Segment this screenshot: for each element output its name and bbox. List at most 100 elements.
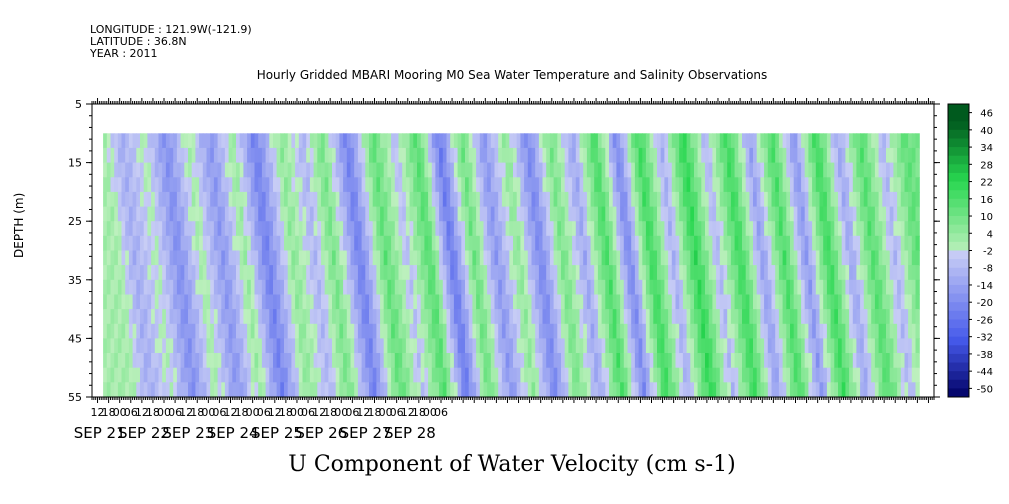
heatmap-cell bbox=[324, 294, 329, 310]
heatmap-cell bbox=[911, 235, 917, 252]
heatmap-cell bbox=[546, 294, 551, 310]
heatmap-cell bbox=[298, 294, 304, 310]
heatmap-cell bbox=[612, 235, 617, 252]
x-tick-label: 18 bbox=[146, 406, 160, 419]
heatmap-cell bbox=[317, 353, 322, 369]
heatmap-cell bbox=[158, 147, 163, 164]
heatmap-cell bbox=[343, 221, 348, 237]
heatmap-cell bbox=[727, 221, 732, 237]
heatmap-cell bbox=[908, 147, 913, 164]
heatmap-cell bbox=[417, 338, 422, 354]
heatmap-cell bbox=[321, 191, 326, 208]
heatmap-cell bbox=[557, 221, 562, 237]
heatmap-cell bbox=[321, 353, 326, 369]
heatmap-cell bbox=[243, 338, 248, 354]
heatmap-cell bbox=[908, 367, 913, 383]
heatmap-cell bbox=[332, 279, 337, 296]
heatmap-cell bbox=[756, 206, 761, 222]
heatmap-cell bbox=[184, 147, 189, 164]
heatmap-cell bbox=[583, 265, 588, 281]
heatmap-cell bbox=[398, 147, 403, 164]
heatmap-cell bbox=[224, 162, 230, 178]
heatmap-cell bbox=[838, 323, 843, 339]
heatmap-cell bbox=[631, 265, 636, 281]
heatmap-cell bbox=[154, 162, 160, 178]
heatmap-cell bbox=[705, 294, 710, 310]
heatmap-cell bbox=[723, 235, 728, 252]
heatmap-cell bbox=[114, 338, 119, 354]
heatmap-cell bbox=[261, 147, 267, 164]
heatmap-cell bbox=[273, 294, 278, 310]
heatmap-cell bbox=[280, 235, 285, 252]
heatmap-cell bbox=[317, 221, 322, 237]
heatmap-cell bbox=[228, 221, 233, 237]
heatmap-cell bbox=[184, 206, 189, 222]
heatmap-cell bbox=[826, 323, 832, 339]
heatmap-cell bbox=[830, 338, 835, 354]
heatmap-cell bbox=[690, 279, 695, 296]
heatmap-cell bbox=[317, 338, 322, 354]
heatmap-cell bbox=[295, 191, 300, 208]
heatmap-cell bbox=[863, 221, 869, 237]
heatmap-cell bbox=[867, 221, 872, 237]
heatmap-cell bbox=[742, 206, 747, 222]
heatmap-cell bbox=[660, 265, 665, 281]
heatmap-cell bbox=[749, 309, 754, 325]
heatmap-cell bbox=[793, 250, 798, 266]
heatmap-cell bbox=[490, 265, 496, 281]
heatmap-cell bbox=[542, 367, 547, 383]
heatmap-cell bbox=[845, 382, 850, 398]
heatmap-cell bbox=[509, 309, 514, 325]
heatmap-cell bbox=[298, 279, 304, 296]
heatmap-cell bbox=[287, 294, 292, 310]
heatmap-cell bbox=[915, 382, 920, 398]
heatmap-cell bbox=[516, 265, 521, 281]
heatmap-cell bbox=[453, 221, 459, 237]
heatmap-cell bbox=[332, 235, 337, 252]
heatmap-cell bbox=[575, 133, 581, 149]
heatmap-cell bbox=[597, 250, 603, 266]
heatmap-cell bbox=[620, 221, 625, 237]
heatmap-cell bbox=[291, 294, 296, 310]
heatmap-cell bbox=[169, 294, 174, 310]
heatmap-cell bbox=[147, 294, 152, 310]
heatmap-cell bbox=[708, 191, 713, 208]
heatmap-cell bbox=[638, 147, 643, 164]
heatmap-cell bbox=[756, 338, 761, 354]
heatmap-cell bbox=[524, 147, 529, 164]
heatmap-cell bbox=[620, 177, 625, 193]
heatmap-cell bbox=[775, 206, 780, 222]
heatmap-cell bbox=[708, 309, 713, 325]
heatmap-cell bbox=[594, 206, 599, 222]
heatmap-cell bbox=[461, 353, 466, 369]
heatmap-cell bbox=[771, 309, 776, 325]
heatmap-cell bbox=[435, 250, 440, 266]
heatmap-cell bbox=[586, 133, 592, 149]
heatmap-cell bbox=[151, 323, 156, 339]
heatmap-cell bbox=[420, 250, 425, 266]
heatmap-cell bbox=[549, 265, 555, 281]
heatmap-cell bbox=[369, 323, 374, 339]
heatmap-cell bbox=[295, 309, 300, 325]
heatmap-cell bbox=[627, 250, 632, 266]
heatmap-cell bbox=[701, 206, 706, 222]
heatmap-cell bbox=[239, 367, 244, 383]
heatmap-cell bbox=[202, 147, 208, 164]
heatmap-cell bbox=[158, 191, 163, 208]
heatmap-cell bbox=[605, 367, 610, 383]
heatmap-cell bbox=[505, 206, 510, 222]
heatmap-cell bbox=[302, 177, 307, 193]
heatmap-cell bbox=[405, 294, 411, 310]
plot-title: Hourly Gridded MBARI Mooring M0 Sea Wate… bbox=[256, 68, 768, 82]
heatmap-cell bbox=[291, 353, 296, 369]
heatmap-cell bbox=[801, 279, 806, 296]
heatmap-cell bbox=[173, 235, 178, 252]
heatmap-cell bbox=[583, 309, 588, 325]
heatmap-cell bbox=[830, 133, 835, 149]
heatmap-cell bbox=[594, 294, 599, 310]
heatmap-cell bbox=[461, 221, 466, 237]
heatmap-cell bbox=[369, 250, 374, 266]
heatmap-cell bbox=[213, 323, 219, 339]
heatmap-cell bbox=[708, 382, 713, 398]
heatmap-cell bbox=[597, 367, 603, 383]
